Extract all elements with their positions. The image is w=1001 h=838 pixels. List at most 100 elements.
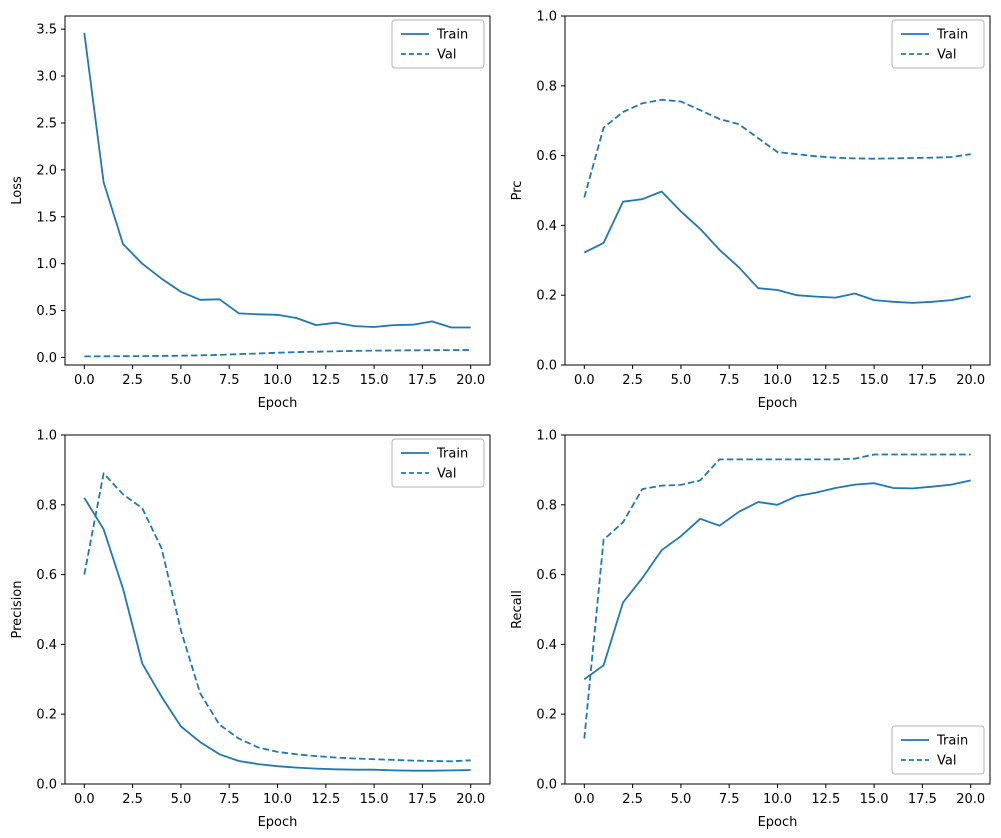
y-tick-label: 1.0	[536, 10, 557, 25]
legend-train-label: Train	[936, 28, 968, 43]
x-tick-label: 7.5	[719, 373, 740, 388]
x-tick-label: 5.0	[671, 373, 692, 388]
val-line	[84, 349, 471, 358]
y-tick-label: 0.4	[536, 219, 557, 234]
precision-chart-cell: 0.0 2.5 5.0 7.5 10.0 12.5 15.0 17.5 20.0 0.0 0.2 0.…	[0, 419, 500, 838]
x-axis-label: Epoch	[758, 815, 798, 830]
x-tick-label: 17.5	[408, 373, 437, 388]
x-tick-label: 0.0	[574, 792, 595, 807]
y-axis-label: Prc	[510, 181, 525, 201]
x-tick-label: 12.5	[311, 373, 340, 388]
x-tick-label: 7.5	[219, 792, 240, 807]
y-tick-label: 0.6	[536, 149, 557, 164]
x-tick-label: 12.5	[811, 373, 840, 388]
y-tick-label: 0.0	[36, 778, 57, 793]
x-tick-label: 10.0	[263, 373, 292, 388]
x-tick-label: 0.0	[74, 792, 95, 807]
legend-train-label: Train	[436, 28, 468, 43]
legend-box	[891, 19, 985, 69]
y-tick-label: 0.0	[536, 359, 557, 374]
y-tick-label: 0.6	[36, 568, 57, 583]
legend-box	[391, 19, 485, 69]
y-axis-label: Recall	[510, 590, 525, 629]
x-tick-label: 0.0	[74, 373, 95, 388]
y-tick-label: 0.4	[536, 638, 557, 653]
y-tick-label: 0.2	[36, 708, 57, 723]
legend: Train Val	[391, 19, 485, 69]
x-tick-label: 20.0	[956, 792, 985, 807]
y-axis-label: Precision	[10, 580, 25, 638]
recall-chart: 0.0 2.5 5.0 7.5 10.0 12.5 15.0 17.5 20.0 0.0 0.2 0.…	[510, 429, 991, 830]
legend-val-label: Val	[937, 754, 956, 769]
x-tick-label: 20.0	[456, 792, 485, 807]
legend-box	[391, 438, 485, 488]
legend: Train Val	[391, 438, 485, 488]
train-line	[83, 32, 471, 329]
x-tick-label: 5.0	[171, 792, 192, 807]
x-tick-label: 2.5	[122, 792, 143, 807]
y-tick-label: 0.0	[36, 351, 57, 366]
legend: Train Val	[891, 19, 985, 69]
x-tick-label: 5.0	[671, 792, 692, 807]
x-tick-label: 17.5	[908, 792, 937, 807]
prc-chart: 0.0 2.5 5.0 7.5 10.0 12.5 15.0 17.5 20.0 0.0 0.2 0.…	[510, 10, 991, 411]
x-tick-label: 15.0	[860, 792, 889, 807]
x-axis-label: Epoch	[258, 396, 298, 411]
legend-val-label: Val	[437, 48, 456, 63]
y-tick-label: 0.6	[536, 568, 557, 583]
y-tick-label: 0.4	[36, 638, 57, 653]
x-tick-label: 17.5	[908, 373, 937, 388]
y-tick-label: 1.0	[36, 429, 57, 444]
val-line	[583, 453, 971, 739]
legend-val-label: Val	[937, 48, 956, 63]
y-tick-label: 1.0	[536, 429, 557, 444]
x-tick-label: 20.0	[956, 373, 985, 388]
y-axis-label: Loss	[10, 176, 25, 205]
loss-chart: 0.0 2.5 5.0 7.5 10.0 12.5 15.0 17.5 20.0 0.0 0.5 1.…	[10, 15, 491, 411]
x-tick-label: 10.0	[763, 373, 792, 388]
y-tick-label: 0.2	[536, 708, 557, 723]
val-line	[83, 472, 471, 763]
legend-box	[891, 725, 985, 775]
val-line	[583, 98, 971, 198]
y-tick-label: 1.0	[36, 257, 57, 272]
y-tick-label: 0.8	[536, 79, 557, 94]
x-tick-label: 5.0	[171, 373, 192, 388]
x-tick-label: 20.0	[456, 373, 485, 388]
x-tick-label: 15.0	[360, 373, 389, 388]
prc-chart-cell: 0.0 2.5 5.0 7.5 10.0 12.5 15.0 17.5 20.0 0.0 0.2 0.…	[500, 0, 1001, 419]
x-tick-label: 12.5	[311, 792, 340, 807]
x-tick-label: 15.0	[860, 373, 889, 388]
x-tick-label: 2.5	[622, 373, 643, 388]
x-tick-label: 12.5	[811, 792, 840, 807]
recall-chart-cell: 0.0 2.5 5.0 7.5 10.0 12.5 15.0 17.5 20.0 0.0 0.2 0.…	[500, 419, 1001, 838]
y-tick-label: 1.5	[36, 210, 57, 225]
y-tick-label: 0.0	[536, 778, 557, 793]
legend-train-label: Train	[936, 734, 968, 749]
y-tick-label: 2.5	[36, 116, 57, 131]
x-tick-label: 2.5	[622, 792, 643, 807]
loss-chart-cell: 0.0 2.5 5.0 7.5 10.0 12.5 15.0 17.5 20.0 0.0 0.5 1.…	[0, 0, 500, 419]
x-tick-label: 0.0	[574, 373, 595, 388]
train-line	[83, 497, 471, 772]
x-tick-label: 7.5	[219, 373, 240, 388]
legend: Train Val	[891, 725, 985, 775]
y-tick-label: 3.0	[36, 70, 57, 85]
y-tick-label: 0.8	[536, 498, 557, 513]
legend-val-label: Val	[437, 467, 456, 482]
y-tick-label: 0.5	[36, 304, 57, 319]
y-tick-label: 2.0	[36, 163, 57, 178]
train-line	[583, 190, 971, 304]
y-tick-label: 3.5	[36, 23, 57, 38]
x-axis-label: Epoch	[258, 815, 298, 830]
legend-train-label: Train	[436, 447, 468, 462]
y-tick-label: 0.8	[36, 498, 57, 513]
x-axis-label: Epoch	[758, 396, 798, 411]
x-tick-label: 10.0	[763, 792, 792, 807]
precision-chart: 0.0 2.5 5.0 7.5 10.0 12.5 15.0 17.5 20.0 0.0 0.2 0.…	[10, 429, 491, 830]
y-tick-label: 0.2	[536, 289, 557, 304]
x-tick-label: 15.0	[360, 792, 389, 807]
train-line	[583, 479, 971, 681]
x-tick-label: 17.5	[408, 792, 437, 807]
